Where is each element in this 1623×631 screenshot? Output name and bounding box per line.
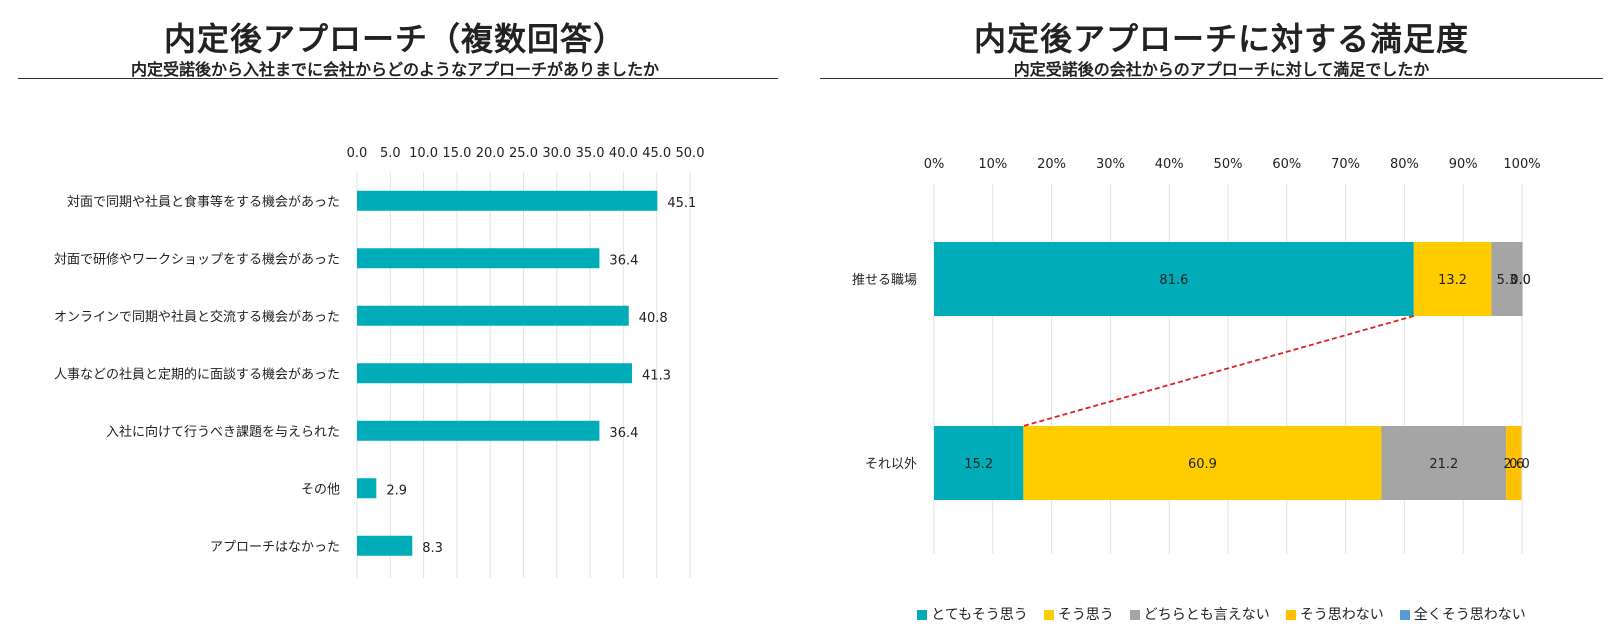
left-chart-panel: 内定後アプローチ（複数回答） 内定受諾後から入社までに会社からどのようなアプロー… [0,0,790,631]
legend-label: そう思わない [1299,607,1384,623]
left-x-tick-label: 20.0 [476,146,505,161]
left-category-label: 対面で研修やワークショップをする機会があった [54,252,340,267]
left-value-label: 41.3 [642,368,671,383]
left-x-tick-label: 5.0 [380,146,401,161]
left-x-tick-label: 15.0 [442,146,471,161]
right-segment-label: 13.2 [1438,273,1467,288]
legend-label: そう思う [1057,607,1114,623]
left-bar [357,420,600,441]
legend-swatch [917,610,928,620]
left-x-tick-label: 50.0 [676,146,705,161]
left-x-tick-label: 10.0 [409,146,438,161]
right-bar-segment [934,242,1414,316]
left-category-label: アプローチはなかった [210,540,340,555]
left-category-label: オンラインで同期や社員と交流する機会があった [54,309,340,325]
right-chart-legend: とてもそう思う そう思う どちらとも言えない そう思わない 全くそう思わない [820,604,1623,624]
right-x-tick-label: 70% [1331,157,1360,172]
right-category-label: 推せる職場 [852,273,917,288]
left-title-rule [18,78,778,79]
right-chart-panel: 内定後アプローチに対する満足度 内定受諾後の会社からのアプローチに対して満足でし… [820,0,1623,631]
right-segment-label: 5.3 [1497,273,1518,288]
right-chart-subtitle: 内定受諾後の会社からのアプローチに対して満足でしたか [1013,60,1430,79]
left-chart-subtitle: 内定受諾後から入社までに会社からどのようなアプローチがありましたか [130,60,659,79]
right-x-tick-label: 80% [1390,157,1419,172]
left-x-tick-label: 35.0 [576,146,605,161]
right-chart-title: 内定後アプローチに対する満足度 [973,20,1469,58]
right-segment-label: 0.0 [1510,273,1531,288]
legend-item: どちらとも言えない [1129,604,1270,624]
legend-item: 全くそう思わない [1399,604,1526,624]
left-bar [357,190,658,211]
right-x-tick-label: 20% [1037,157,1066,172]
left-bar-chart: 0.0 5.0 10.0 15.0 20.0 25.0 30.0 35.0 40.0 45.0 50… [54,146,705,578]
legend-swatch [1043,610,1054,620]
legend-item: そう思わない [1285,604,1384,624]
legend-label: どちらとも言えない [1143,607,1270,623]
right-segment-label: 81.6 [1159,273,1188,288]
right-title-rule [820,78,1603,79]
right-segment-label: 15.2 [964,457,993,472]
legend-swatch [1285,610,1296,620]
right-x-tick-label: 30% [1096,157,1125,172]
left-category-label: その他 [301,482,340,497]
right-bar-segment [1023,426,1382,500]
left-value-label: 2.9 [386,483,407,498]
left-category-label: 対面で同期や社員と食事等をする機会があった [67,194,340,210]
right-stacked-bar-chart: 0% 10% 20% 30% 40% 50% 60% 70% 80% 90% 100% 推せる職場 81… [852,157,1541,554]
right-category-label: それ以外 [865,457,917,472]
legend-swatch [1129,610,1140,620]
left-value-label: 45.1 [667,196,696,211]
left-bar [357,248,600,269]
left-value-label: 36.4 [609,426,638,441]
left-x-tick-label: 25.0 [509,146,538,161]
right-x-tick-label: 40% [1155,157,1184,172]
left-bar [357,363,633,384]
right-bar-segment [934,426,1024,500]
right-bar-segment [1413,242,1492,316]
left-value-label: 36.4 [609,253,638,268]
left-x-tick-label: 45.0 [642,146,671,161]
legend-label: 全くそう思わない [1413,607,1526,623]
right-x-tick-label: 0% [924,157,945,172]
right-segment-label: 2.6 [1503,457,1524,472]
right-segment-label: 0.0 [1509,457,1530,472]
right-x-tick-label: 60% [1272,157,1301,172]
legend-item: とてもそう思う [917,604,1028,624]
left-value-label: 40.8 [639,311,668,326]
left-category-label: 入社に向けて行うべき課題を与えられた [106,424,340,440]
right-x-tick-label: 10% [978,157,1007,172]
left-bar [357,478,377,499]
left-chart-title: 内定後アプローチ（複数回答） [163,20,626,58]
right-x-tick-label: 90% [1449,157,1478,172]
left-x-tick-label: 0.0 [347,146,368,161]
left-x-tick-label: 30.0 [542,146,571,161]
right-bar-segment [1381,426,1507,500]
left-value-label: 8.3 [422,541,443,556]
right-bar-segment [1506,426,1522,500]
right-bar-segment [1491,242,1523,316]
left-x-tick-label: 40.0 [609,146,638,161]
left-bar [357,535,413,556]
legend-label: とてもそう思う [931,607,1028,623]
right-x-tick-label: 50% [1214,157,1243,172]
legend-swatch [1399,610,1410,620]
right-dashed-connector [1023,315,1415,427]
right-segment-label: 0.0 [1510,273,1531,288]
right-x-tick-label: 100% [1503,157,1540,172]
right-segment-label: 21.2 [1429,457,1458,472]
left-bar [357,305,629,326]
left-category-label: 人事などの社員と定期的に面談する機会があった [54,366,340,382]
legend-item: そう思う [1043,604,1114,624]
right-segment-label: 60.9 [1188,457,1217,472]
